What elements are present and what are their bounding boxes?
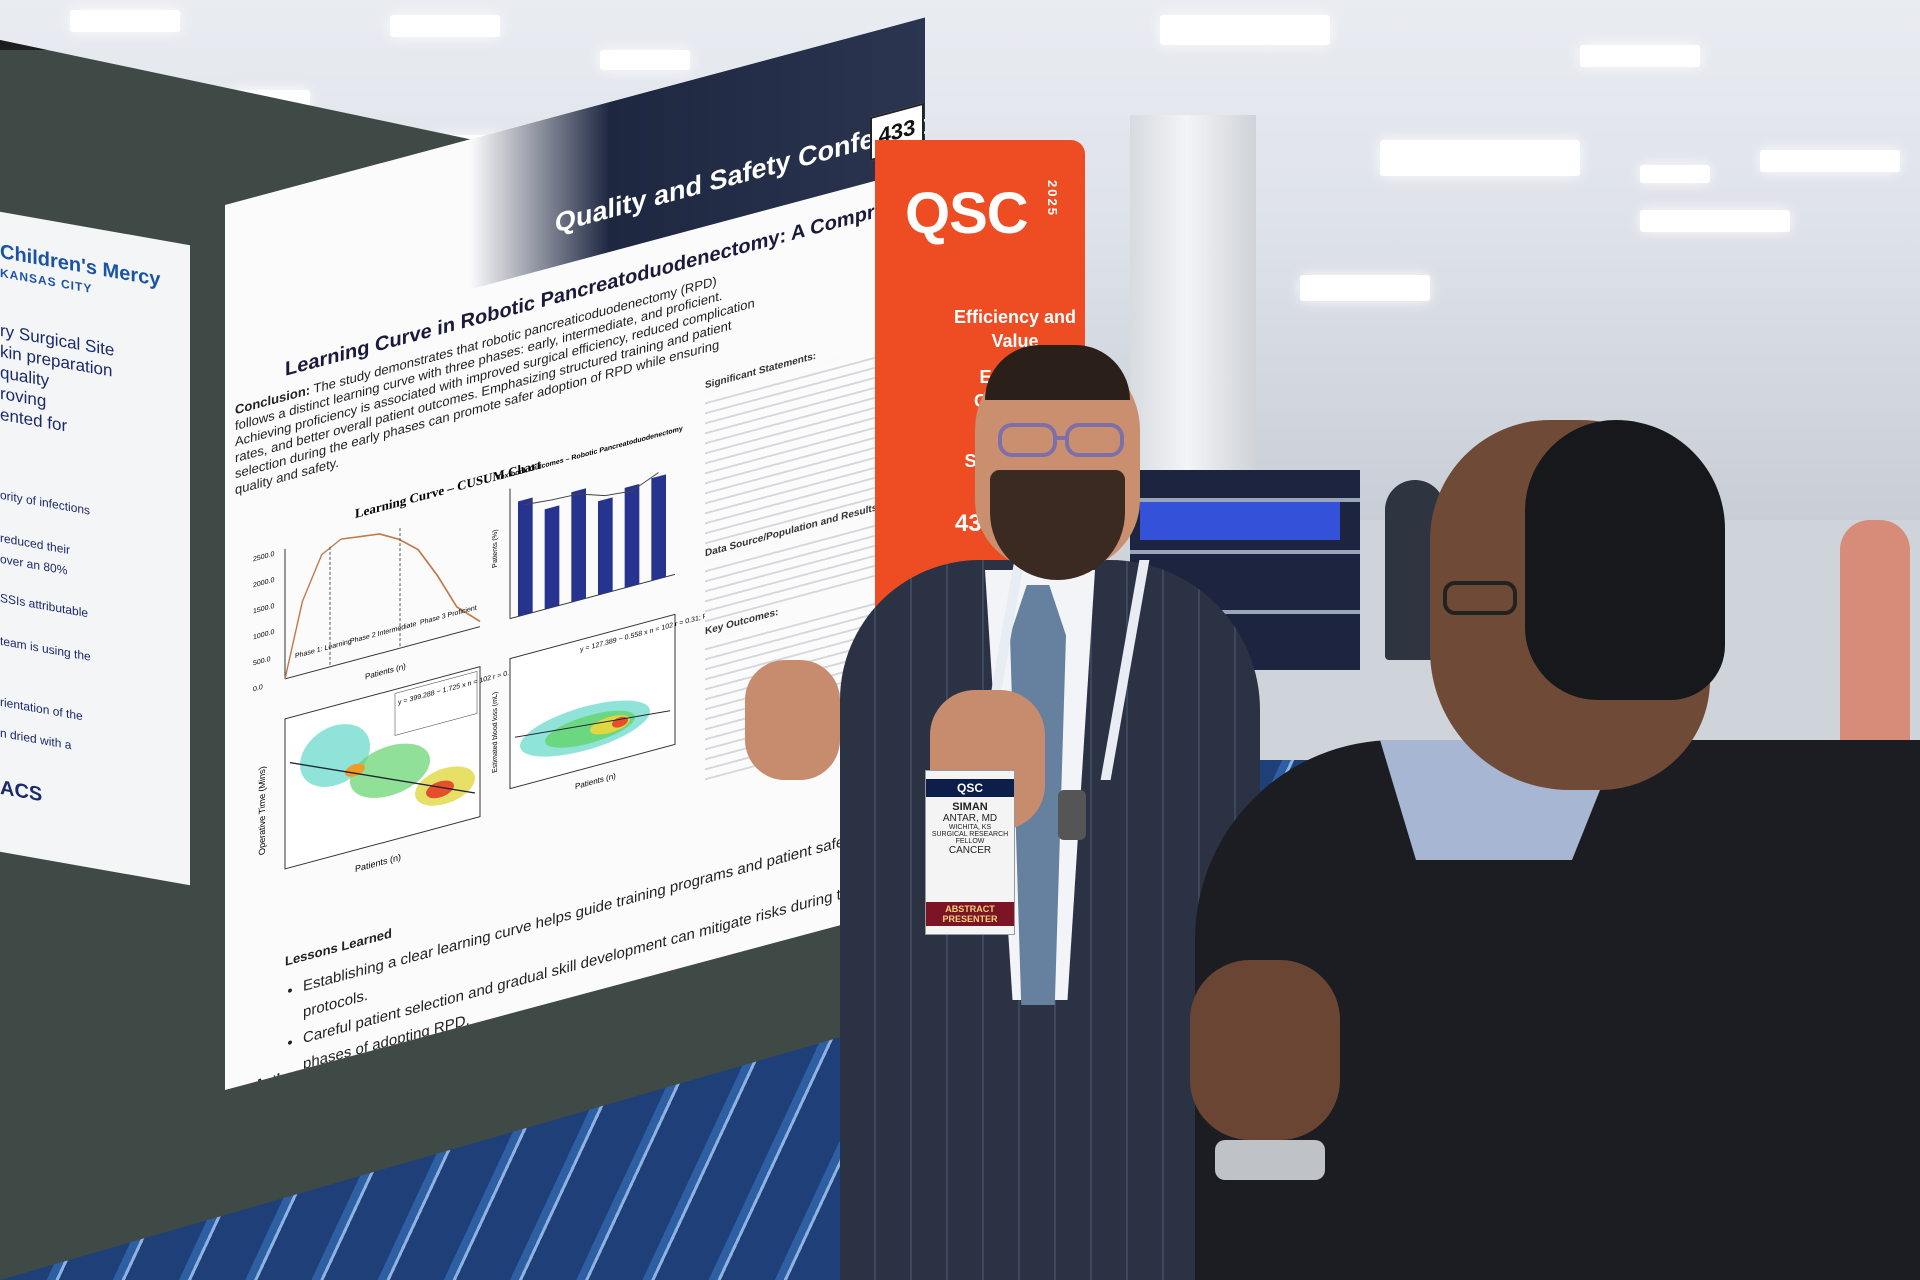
cusum-xlabel: Patients (n) — [365, 662, 406, 682]
phase-label: Phase 2 Intermediate — [350, 620, 416, 646]
badge-first-name: SIMAN — [952, 801, 988, 813]
glasses-icon — [1443, 581, 1517, 615]
badge-location: WICHITA, KS — [948, 824, 992, 831]
background-person — [1840, 520, 1910, 750]
blood-loss-scatter: y = 127.389 − 0.558 x n = 102 r = 0.31; … — [491, 605, 705, 791]
cusum-ytick: 2000.0 — [253, 576, 274, 590]
textbook-chart: Textbook Outcomes – Robotic Pancreatoduo… — [491, 424, 683, 620]
scatter-ylabel: Estimated blood loss (mL) — [491, 691, 499, 774]
phase-label: Phase 3 Proficient — [420, 604, 477, 627]
bar — [518, 497, 533, 617]
listener-hand — [1190, 960, 1340, 1140]
listener-hair — [1525, 420, 1725, 700]
sign-year: 2025 — [1045, 180, 1060, 217]
cusum-line — [284, 533, 481, 679]
watch-icon — [1058, 790, 1086, 840]
glasses-icon — [998, 423, 1124, 457]
badge-role: SURGICAL RESEARCH FELLOW — [931, 831, 1009, 845]
name-badge: QSC SIMAN ANTAR, MD WICHITA, KS SURGICAL… — [925, 770, 1015, 935]
bar — [598, 497, 613, 596]
badge-ribbon: ABSTRACT PRESENTER — [926, 902, 1014, 926]
cusum-ytick: 1500.0 — [253, 602, 274, 616]
series-line — [525, 472, 659, 506]
cusum-ytick: 500.0 — [253, 655, 271, 668]
left-poster: Children's Mercy KANSAS CITY ry Surgical… — [0, 210, 190, 886]
cusum-ytick: 1000.0 — [253, 628, 274, 642]
qsc-logo: QSC — [905, 181, 1029, 246]
research-poster: Quality and Safety Conference | 2025 433… — [225, 17, 925, 1091]
presenter-beard — [990, 470, 1125, 580]
bar — [651, 474, 667, 581]
bar — [571, 488, 587, 603]
scatter-xlabel: Patients (n) — [575, 771, 616, 791]
cusum-ytick: 2500.0 — [253, 550, 274, 564]
watch-icon — [1215, 1140, 1325, 1180]
presenter-hand — [745, 660, 840, 780]
badge-last-name: ANTAR, MD — [942, 813, 998, 824]
scatter-xlabel: Patients (n) — [355, 852, 401, 874]
textbook-ylabel: Patients (%) — [491, 529, 499, 569]
cusum-title: Learning Curve – CUSUM Chart — [355, 456, 542, 521]
operative-time-scatter: y = 399.288 − 1.725 x n = 102 r = 0.71; … — [257, 658, 551, 874]
phase-label: Phase 1: Learning — [295, 637, 352, 660]
scatter-ylabel: Operative Time (Mins) — [257, 765, 267, 856]
bar — [544, 505, 560, 610]
cusum-ytick: 0.0 — [253, 683, 263, 693]
bar — [624, 483, 640, 588]
poster-charts: Learning Curve – CUSUM Chart 2500.0 2000.… — [253, 424, 705, 874]
textbook-title: Textbook Outcomes – Robotic Pancreatoduo… — [497, 424, 683, 482]
presenter-hair — [985, 345, 1130, 400]
badge-org: CANCER — [948, 845, 992, 856]
badge-header: QSC — [926, 779, 1014, 797]
